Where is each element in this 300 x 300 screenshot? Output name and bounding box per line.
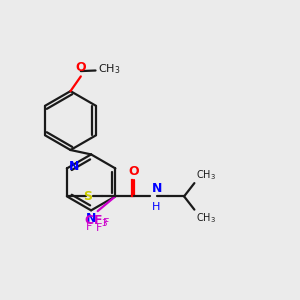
Text: F: F [96, 224, 102, 233]
Text: N: N [86, 212, 96, 225]
Text: CH$_3$: CH$_3$ [196, 168, 216, 182]
Text: O: O [76, 61, 86, 74]
Text: CH$_3$: CH$_3$ [196, 211, 216, 225]
Text: F: F [103, 218, 109, 229]
Text: H: H [152, 202, 160, 212]
Text: N: N [152, 182, 162, 196]
Text: N: N [69, 160, 80, 173]
Text: F: F [85, 222, 92, 232]
Text: CF$_3$: CF$_3$ [84, 214, 109, 229]
Text: S: S [83, 190, 92, 203]
Text: CH$_3$: CH$_3$ [98, 62, 120, 76]
Text: O: O [129, 165, 139, 178]
